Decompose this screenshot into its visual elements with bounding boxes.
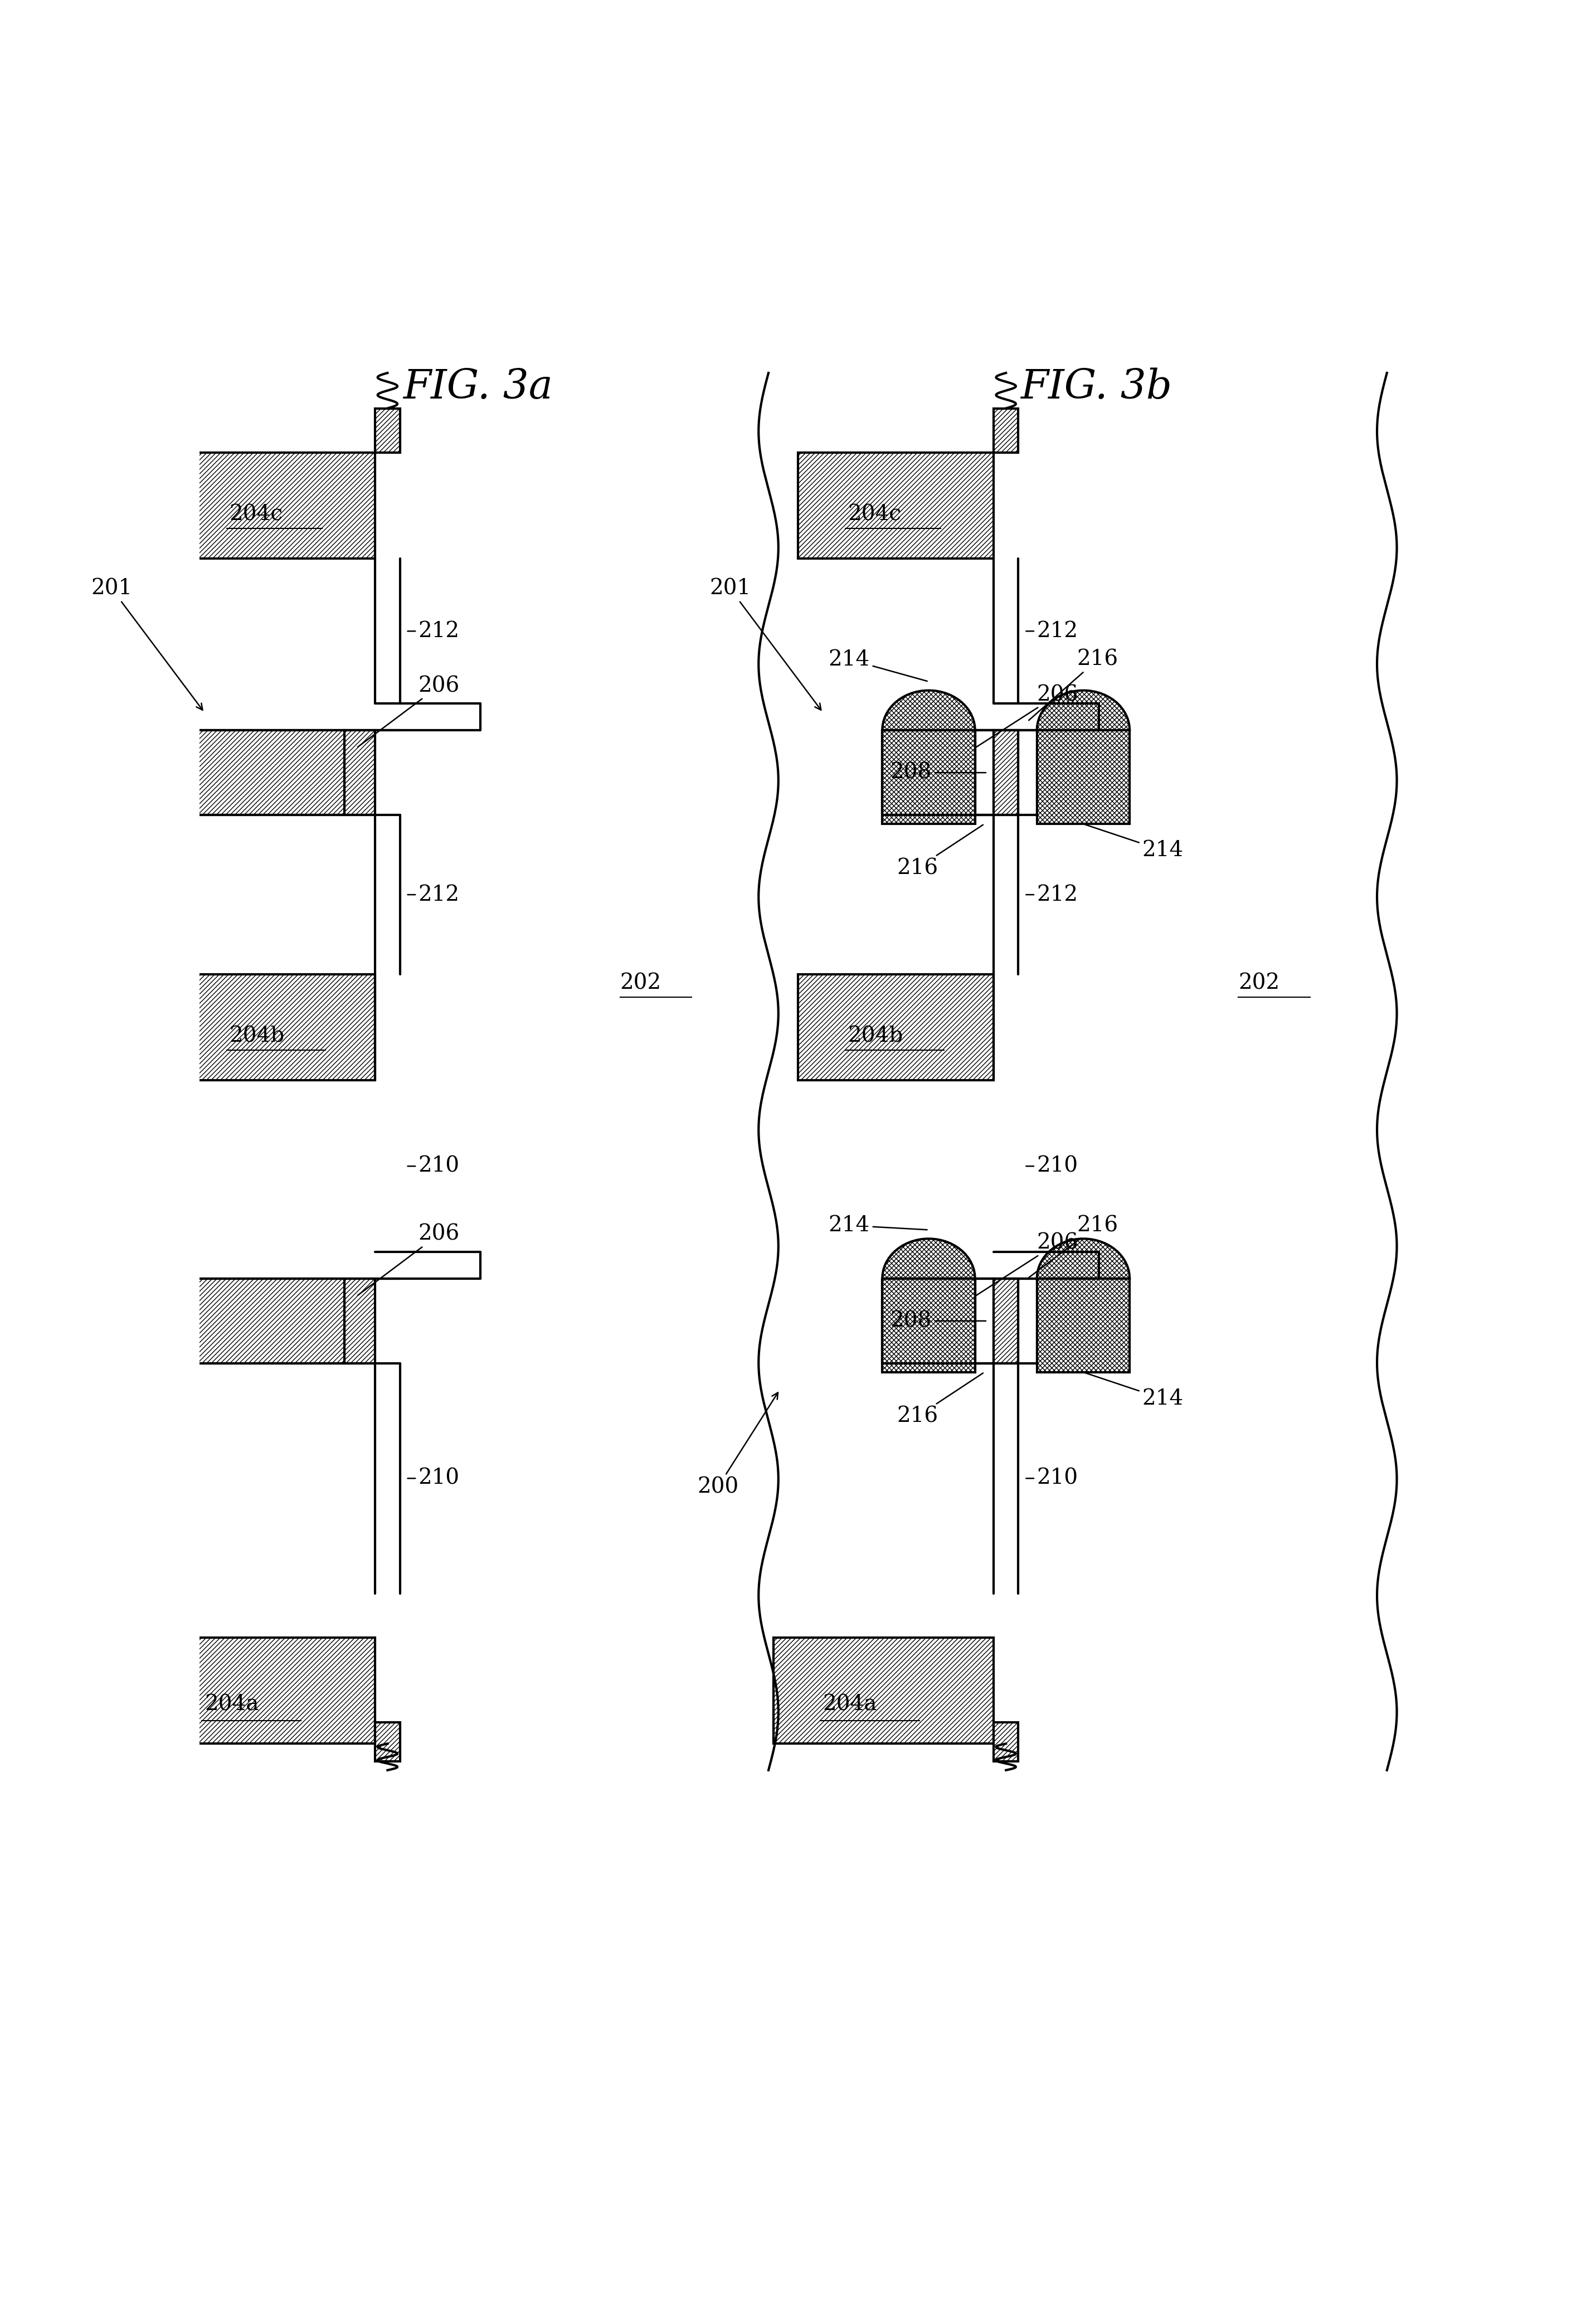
Text: 201: 201 — [91, 579, 203, 710]
Text: 206: 206 — [358, 1224, 460, 1296]
Bar — [798, 453, 994, 558]
Text: 210: 210 — [407, 1468, 460, 1488]
Text: 201: 201 — [710, 579, 820, 710]
Text: 216: 216 — [1029, 650, 1119, 721]
Text: 206: 206 — [977, 1233, 1079, 1296]
Text: 202: 202 — [619, 974, 661, 992]
Text: 208: 208 — [891, 1312, 986, 1332]
Bar — [375, 1723, 401, 1762]
Text: 208: 208 — [891, 763, 986, 783]
Bar — [994, 409, 1018, 453]
Text: 214: 214 — [828, 650, 927, 682]
Text: 212: 212 — [407, 884, 460, 905]
Bar — [883, 730, 975, 825]
Bar — [180, 974, 375, 1080]
Bar — [774, 1638, 994, 1743]
Text: 200: 200 — [697, 1392, 777, 1498]
PathPatch shape — [1037, 1238, 1130, 1279]
Bar — [1018, 1279, 1037, 1364]
Text: 212: 212 — [1026, 620, 1079, 641]
Text: 206: 206 — [358, 675, 460, 747]
Bar — [180, 1279, 345, 1364]
Bar — [375, 409, 401, 453]
Text: 214: 214 — [828, 1215, 927, 1236]
PathPatch shape — [1037, 691, 1130, 730]
Text: 202: 202 — [1238, 974, 1280, 992]
Text: 204b: 204b — [847, 1027, 903, 1047]
Text: 204c: 204c — [847, 503, 902, 524]
Text: 206: 206 — [977, 685, 1079, 747]
Bar — [155, 1638, 375, 1743]
Bar — [345, 730, 375, 815]
Bar — [180, 730, 345, 815]
Bar — [975, 730, 994, 815]
Text: 204a: 204a — [824, 1695, 878, 1716]
Text: 216: 216 — [897, 1374, 983, 1426]
Bar — [1018, 730, 1037, 815]
Text: 210: 210 — [1026, 1155, 1079, 1176]
Text: 204a: 204a — [204, 1695, 259, 1716]
Bar — [962, 730, 994, 815]
Text: 214: 214 — [1085, 1374, 1183, 1408]
PathPatch shape — [883, 691, 975, 730]
Text: 214: 214 — [1085, 825, 1183, 861]
Text: FIG. 3b: FIG. 3b — [1020, 368, 1171, 407]
PathPatch shape — [883, 1238, 975, 1279]
Text: FIG. 3a: FIG. 3a — [402, 368, 552, 407]
Text: 212: 212 — [1026, 884, 1079, 905]
Text: 216: 216 — [1029, 1215, 1119, 1277]
Bar — [994, 730, 1018, 815]
Bar — [180, 453, 375, 558]
Text: 210: 210 — [1026, 1468, 1079, 1488]
Bar — [1037, 1279, 1130, 1371]
Text: 204b: 204b — [230, 1027, 284, 1047]
Text: 216: 216 — [897, 825, 983, 877]
Text: 204c: 204c — [230, 503, 282, 524]
Bar — [345, 1279, 375, 1364]
Bar — [975, 1279, 994, 1364]
Bar — [883, 1279, 975, 1371]
Bar — [962, 1279, 994, 1364]
Bar — [1037, 730, 1130, 825]
Bar — [994, 1279, 1018, 1364]
Text: 212: 212 — [407, 620, 460, 641]
Text: 210: 210 — [407, 1155, 460, 1176]
Bar — [994, 1723, 1018, 1762]
Bar — [798, 974, 994, 1080]
